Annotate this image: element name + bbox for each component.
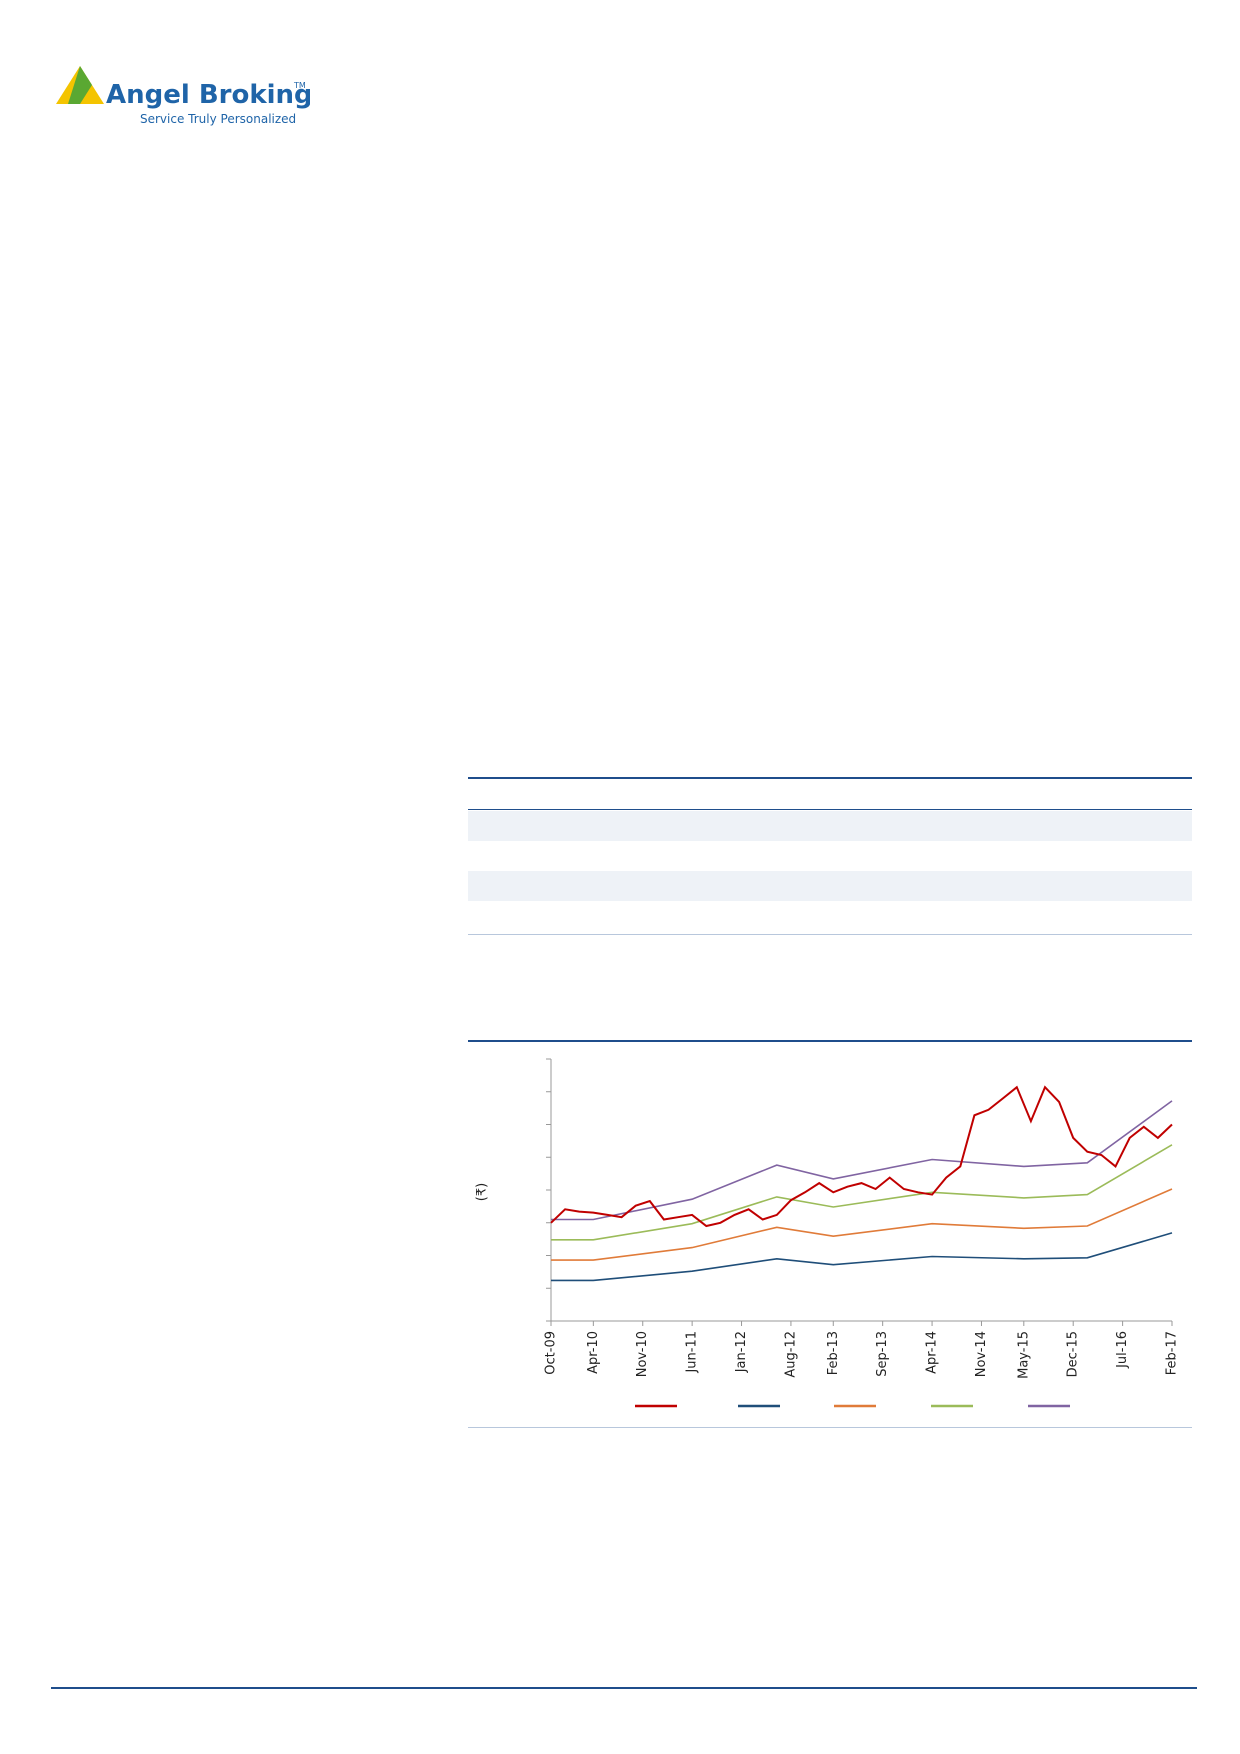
- table-rule: [468, 934, 1192, 935]
- logo-mark: [68, 66, 92, 104]
- logo-tm: TM: [293, 81, 306, 90]
- x-tick-label: Sep-13: [875, 1331, 890, 1377]
- x-tick-label: Nov-14: [974, 1331, 989, 1377]
- table-row: [468, 871, 1192, 901]
- chart-rule: [468, 1427, 1192, 1428]
- table-rule: [468, 777, 1192, 779]
- x-tick-label: Aug-12: [783, 1331, 798, 1378]
- chart-rule: [468, 1040, 1192, 1042]
- x-tick-label: Feb-17: [1165, 1331, 1180, 1375]
- series-line: [551, 1188, 1173, 1261]
- table-rule: [468, 809, 1192, 810]
- series-line: [551, 1232, 1173, 1282]
- table-row: [468, 811, 1192, 841]
- footer-rule: [51, 1687, 1197, 1689]
- x-tick-label: Dec-15: [1066, 1331, 1081, 1377]
- x-tick-label: Apr-14: [925, 1331, 940, 1374]
- x-tick-label: Jun-11: [685, 1331, 700, 1374]
- series-line: [550, 1085, 1173, 1228]
- x-tick-label: Nov-10: [635, 1331, 650, 1377]
- x-tick-label: May-15: [1016, 1331, 1031, 1379]
- series-line: [551, 1100, 1173, 1221]
- series-line: [551, 1144, 1173, 1241]
- logo: Angel Broking TM Service Truly Personali…: [56, 66, 310, 126]
- y-axis-label: (₹): [475, 1183, 490, 1201]
- x-tick-label: Feb-13: [826, 1331, 841, 1375]
- x-tick-label: Jan-12: [734, 1331, 749, 1373]
- logo-name: Angel Broking: [106, 80, 310, 110]
- logo-tagline: Service Truly Personalized: [140, 112, 296, 126]
- x-tick-label: Jul-16: [1115, 1331, 1130, 1369]
- x-tick-label: Apr-10: [586, 1331, 601, 1374]
- x-tick-label: Oct-09: [544, 1331, 559, 1375]
- chart: (₹) Oct-09 Apr-10 Nov-10 Jun-11 Jan-12 Aug-12…: [475, 1058, 1180, 1408]
